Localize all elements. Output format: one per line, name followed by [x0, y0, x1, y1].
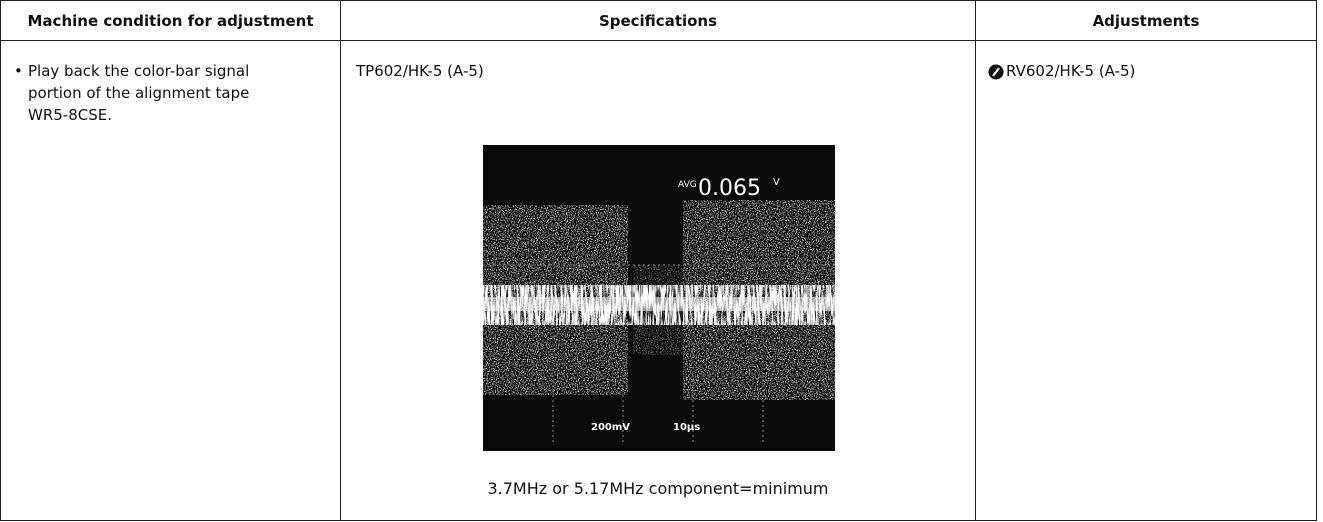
volts-div: 200mV [591, 422, 630, 433]
readout: 0.065 [698, 176, 761, 201]
header-cell: Machine condition for adjustment [0, 0, 341, 41]
header-cell: Specifications [340, 0, 976, 41]
readout-label: AVG [678, 180, 697, 190]
header-cell: Adjustments [975, 0, 1317, 41]
header-text: Machine condition for adjustment [27, 11, 314, 30]
caption: 3.7MHz or 5.17MHz component=minimum [487, 479, 829, 498]
condition-text: Play back the color-bar signal portion o… [28, 62, 250, 124]
time-div: 10μs [673, 422, 700, 433]
spec-text: TP602/HK-5 (A-5) [356, 62, 484, 80]
step-icon [988, 64, 1004, 80]
header-text: Specifications [598, 11, 718, 30]
adjust-text: RV602/HK-5 (A-5) [1006, 62, 1136, 80]
readout-unit: V [773, 177, 780, 188]
bullet: • [14, 62, 23, 80]
oscilloscope-image: AVG 0.065 V 200mV 10μs [483, 145, 835, 451]
header-text: Adjustments [1092, 11, 1200, 30]
body-cell [975, 40, 1317, 521]
